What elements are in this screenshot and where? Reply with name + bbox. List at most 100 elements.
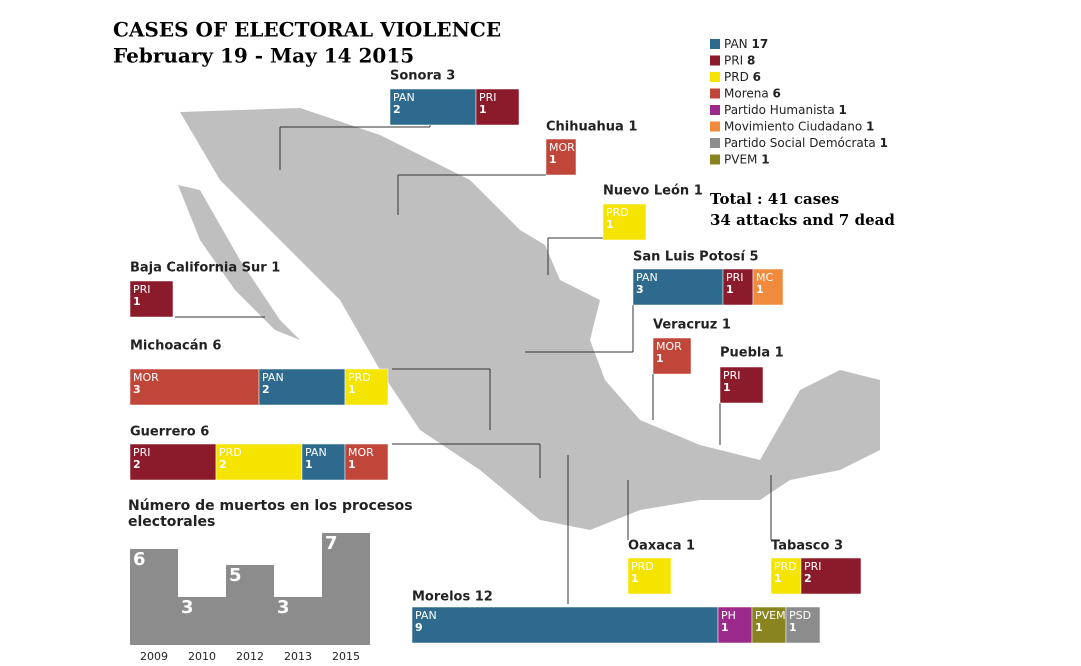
legend-count: 1 <box>880 136 888 150</box>
segment <box>722 268 754 306</box>
state-label: Puebla 1 <box>720 346 784 361</box>
segment <box>632 268 724 306</box>
segment-party: PSD <box>789 609 811 622</box>
segment <box>770 557 802 595</box>
segment-value: 1 <box>631 572 639 585</box>
segment <box>129 280 174 318</box>
segment <box>344 368 389 406</box>
segment-party: PAN <box>305 446 327 459</box>
legend-name: Partido Humanista <box>724 103 835 117</box>
segment-party: PRD <box>348 371 371 384</box>
segment-value: 1 <box>133 295 141 308</box>
legend-count: 6 <box>773 86 781 100</box>
legend-swatch <box>710 105 720 115</box>
segment-value: 2 <box>804 572 812 585</box>
segment-value: 1 <box>774 572 782 585</box>
segment-party: PRD <box>606 206 629 219</box>
state-label: Morelos 12 <box>412 590 493 605</box>
summary: 34 attacks and 7 dead <box>710 211 895 229</box>
bar <box>178 597 226 645</box>
segment <box>411 606 719 644</box>
legend-label: Movimiento Ciudadano 1 <box>724 119 874 133</box>
segment-value: 2 <box>262 383 270 396</box>
segment-value: 1 <box>348 458 356 471</box>
state-label: Tabasco 3 <box>771 539 843 554</box>
legend-label: Morena 6 <box>724 86 781 100</box>
segment <box>652 337 692 375</box>
segment <box>785 606 821 644</box>
bar <box>274 597 322 645</box>
segment-party: PRI <box>804 560 822 573</box>
state-label: Nuevo León 1 <box>603 184 703 199</box>
bar <box>322 533 370 645</box>
segment-value: 3 <box>133 383 141 396</box>
segment-party: PAN <box>636 271 658 284</box>
segment-party: PRD <box>774 560 797 573</box>
state-label: San Luis Potosí 5 <box>633 250 759 265</box>
segment-value: 1 <box>656 352 664 365</box>
state-label: Sonora 3 <box>390 69 455 84</box>
legend-count: 8 <box>747 53 755 67</box>
segment <box>129 368 260 406</box>
segment-value: 2 <box>393 103 401 116</box>
segment-party: PRI <box>133 446 151 459</box>
state-label: Baja California Sur 1 <box>130 261 280 276</box>
segment <box>717 606 753 644</box>
segment-party: PRI <box>726 271 744 284</box>
bar-label: 3 <box>277 597 290 618</box>
segment-value: 1 <box>789 621 797 634</box>
bar <box>130 549 178 645</box>
segment <box>258 368 346 406</box>
legend-count: 1 <box>866 119 874 133</box>
segment-party: PH <box>721 609 736 622</box>
segment-value: 2 <box>219 458 227 471</box>
segment-party: PRD <box>219 446 242 459</box>
legend-name: Movimiento Ciudadano <box>724 119 862 133</box>
legend-label: PRI 8 <box>724 53 755 67</box>
segment <box>389 88 477 126</box>
legend-label: Partido Humanista 1 <box>724 103 847 117</box>
x-tick-label: 2015 <box>332 650 360 663</box>
legend-swatch <box>710 55 720 66</box>
segment-party: PRI <box>479 91 497 104</box>
title: CASES OF ELECTORAL VIOLENCE <box>113 18 501 42</box>
state-label: Guerrero 6 <box>130 425 209 440</box>
segment-party: MC <box>756 271 773 284</box>
legend-swatch <box>710 88 720 99</box>
segment-value: 1 <box>756 283 764 296</box>
segment-party: MOR <box>348 446 374 459</box>
state-label: Michoacán 6 <box>130 339 221 354</box>
segment-party: MOR <box>133 371 159 384</box>
bar-label: 3 <box>181 597 194 618</box>
legend-name: PVEM <box>724 152 757 166</box>
subtitle: February 19 - May 14 2015 <box>113 44 414 68</box>
legend-name: PRI <box>724 53 743 67</box>
segment <box>475 88 520 126</box>
segment-value: 3 <box>636 283 644 296</box>
legend-swatch <box>710 39 720 49</box>
x-tick-label: 2013 <box>284 650 312 663</box>
legend-name: Partido Social Demócrata <box>724 136 876 150</box>
segment-value: 9 <box>415 621 423 634</box>
state-label: Oaxaca 1 <box>628 539 695 554</box>
legend-count: 6 <box>753 70 761 84</box>
segment-party: MOR <box>549 141 575 154</box>
segment <box>627 557 672 595</box>
legend-count: 1 <box>761 152 769 166</box>
legend-label: PVEM 1 <box>724 152 770 166</box>
segment-value: 1 <box>723 381 731 394</box>
state-label: Chihuahua 1 <box>546 120 637 135</box>
segment-value: 1 <box>549 153 557 166</box>
legend-count: 17 <box>751 37 768 51</box>
legend-label: PRD 6 <box>724 70 761 84</box>
segment <box>215 443 303 481</box>
x-tick-label: 2012 <box>236 650 264 663</box>
segment <box>800 557 862 595</box>
segment <box>751 606 787 644</box>
leader-lines <box>175 125 772 604</box>
bar-label: 7 <box>325 533 338 554</box>
segment <box>301 443 346 481</box>
segment-party: PRI <box>133 283 151 296</box>
legend-swatch <box>710 138 720 148</box>
